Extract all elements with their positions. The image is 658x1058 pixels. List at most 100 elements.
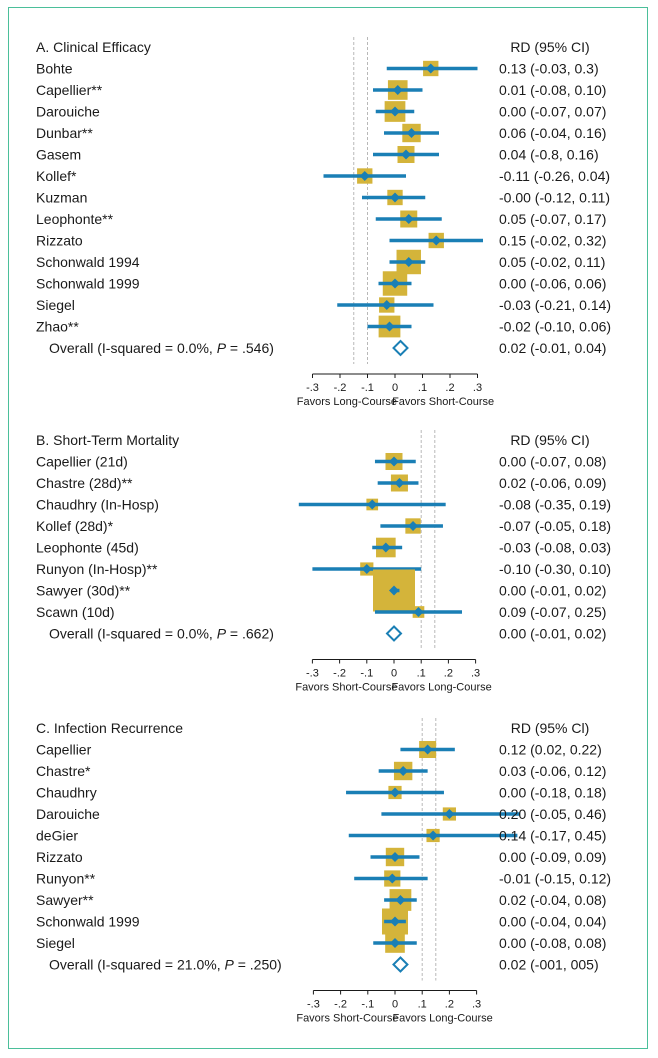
ci-column-header: RD (95% Cl) bbox=[511, 720, 590, 736]
study-ci-text: 0.00 (-0.08, 0.08) bbox=[499, 935, 606, 951]
right-axis-caption: Favors Long-Course bbox=[391, 682, 491, 694]
study-ci-text: 0.15 (-0.02, 0.32) bbox=[499, 233, 606, 249]
right-axis-caption: Favors Long-Course bbox=[392, 1013, 492, 1025]
study-label: Sawyer** bbox=[36, 892, 94, 908]
study-point-marker bbox=[390, 787, 400, 798]
study-label: Siegel bbox=[36, 297, 75, 313]
overall-ci-text: 0.02 (-001, 005) bbox=[499, 957, 599, 973]
overall-label: Overall (I-squared = 0.0%, P = .546) bbox=[49, 340, 274, 356]
study-point-marker bbox=[380, 542, 391, 553]
overall-diamond bbox=[385, 625, 403, 642]
ci-column-header: RD (95% CI) bbox=[510, 39, 589, 55]
study-label: Sawyer (30d)** bbox=[36, 583, 131, 599]
study-ci-text: 0.20 (-0.05, 0.46) bbox=[499, 806, 606, 822]
study-label: Rizzato bbox=[36, 849, 83, 865]
study-label: Scawn (10d) bbox=[36, 604, 115, 620]
study-ci-text: -0.01 (-0.15, 0.12) bbox=[499, 871, 611, 887]
x-tick-label: 0 bbox=[391, 668, 397, 680]
study-ci-text: 0.00 (-0.04, 0.04) bbox=[499, 914, 606, 930]
x-tick-label: .1 bbox=[418, 382, 427, 394]
study-point-marker bbox=[387, 873, 398, 884]
study-label: Chastre (28d)** bbox=[36, 475, 133, 491]
study-ci-text: -0.03 (-0.21, 0.14) bbox=[499, 297, 611, 313]
study-ci-text: -0.11 (-0.26, 0.04) bbox=[499, 168, 610, 184]
x-tick-label: .1 bbox=[418, 999, 427, 1011]
study-label: Runyon** bbox=[36, 871, 96, 887]
study-point-marker bbox=[390, 278, 400, 289]
left-axis-caption: Favors Short-Course bbox=[295, 682, 397, 694]
study-point-marker bbox=[389, 456, 399, 467]
study-label: Chaudhry bbox=[36, 785, 97, 801]
panel-title: C. Infection Recurrence bbox=[36, 720, 183, 736]
x-tick-label: .3 bbox=[471, 668, 480, 680]
panel-title: B. Short-Term Mortality bbox=[36, 432, 179, 448]
study-label: Darouiche bbox=[36, 806, 100, 822]
study-label: Kollef (28d)* bbox=[36, 518, 114, 534]
study-ci-text: -0.08 (-0.35, 0.19) bbox=[499, 497, 611, 513]
panel-2: B. Short-Term Mortality RD (95% CI) Capell… bbox=[36, 430, 611, 694]
study-ci-text: 0.00 (-0.07, 0.07) bbox=[499, 104, 606, 120]
study-label: Kuzman bbox=[36, 190, 87, 206]
study-point-marker bbox=[395, 895, 406, 905]
study-point-marker bbox=[381, 300, 392, 310]
study-point-marker bbox=[392, 85, 403, 95]
study-label: Darouiche bbox=[36, 104, 100, 120]
panel-3: C. Infection Recurrence RD (95% Cl) Capell… bbox=[36, 718, 611, 1025]
x-tick-label: .1 bbox=[417, 668, 426, 680]
study-ci-text: 0.04 (-0.8, 0.16) bbox=[499, 147, 599, 163]
study-label: Schonwald 1994 bbox=[36, 254, 140, 270]
study-label: Capellier** bbox=[36, 82, 103, 98]
study-label: Schonwald 1999 bbox=[36, 276, 140, 292]
study-ci-text: 0.02 (-0.04, 0.08) bbox=[499, 892, 606, 908]
study-label: Rizzato bbox=[36, 233, 83, 249]
study-label: Zhao** bbox=[36, 319, 79, 335]
study-point-marker bbox=[428, 830, 439, 841]
x-tick-label: -.1 bbox=[360, 668, 373, 680]
study-ci-text: -0.10 (-0.30, 0.10) bbox=[499, 561, 611, 577]
study-ci-text: 0.06 (-0.04, 0.16) bbox=[499, 125, 606, 141]
x-tick-label: 0 bbox=[392, 999, 398, 1011]
x-tick-label: -.1 bbox=[361, 999, 374, 1011]
study-ci-text: 0.14 (-0.17, 0.45) bbox=[499, 828, 606, 844]
study-ci-text: 0.00 (-0.09, 0.09) bbox=[499, 849, 606, 865]
left-axis-caption: Favors Short-Course bbox=[296, 1013, 398, 1025]
study-label: Chaudhry (In-Hosp) bbox=[36, 497, 159, 513]
study-ci-text: 0.05 (-0.07, 0.17) bbox=[499, 211, 606, 227]
study-point-marker bbox=[384, 321, 395, 332]
overall-diamond bbox=[392, 339, 409, 357]
study-ci-text: 0.12 (0.02, 0.22) bbox=[499, 742, 602, 758]
ci-column-header: RD (95% CI) bbox=[510, 432, 589, 448]
right-axis-caption: Favors Short-Course bbox=[392, 396, 494, 408]
panel-1: A. Clinical Efficacy RD (95% CI) Bohte 0.13… bbox=[36, 37, 611, 408]
study-point-marker bbox=[431, 235, 442, 246]
overall-label: Overall (I-squared = 21.0%, P = .250) bbox=[49, 957, 282, 973]
x-tick-label: .3 bbox=[473, 382, 482, 394]
x-tick-label: -.2 bbox=[334, 999, 347, 1011]
study-point-marker bbox=[390, 106, 400, 117]
study-label: Leophonte (45d) bbox=[36, 540, 139, 556]
study-label: deGier bbox=[36, 828, 78, 844]
study-label: Bohte bbox=[36, 61, 73, 77]
study-point-marker bbox=[359, 171, 370, 181]
study-ci-text: -0.03 (-0.08, 0.03) bbox=[499, 540, 611, 556]
study-point-marker bbox=[390, 938, 400, 948]
study-point-marker bbox=[390, 916, 400, 927]
study-label: Kollef* bbox=[36, 168, 77, 184]
study-label: Runyon (In-Hosp)** bbox=[36, 561, 158, 577]
x-tick-label: -.3 bbox=[307, 999, 320, 1011]
figure-frame bbox=[8, 7, 648, 1049]
study-label: Gasem bbox=[36, 147, 81, 163]
study-label: Siegel bbox=[36, 935, 75, 951]
overall-ci-text: 0.02 (-0.01, 0.04) bbox=[499, 340, 606, 356]
x-tick-label: -.3 bbox=[306, 382, 319, 394]
x-tick-label: -.3 bbox=[306, 668, 319, 680]
study-point-marker bbox=[390, 192, 400, 203]
x-tick-label: .3 bbox=[472, 999, 481, 1011]
study-point-marker bbox=[403, 214, 414, 224]
left-axis-caption: Favors Long-Course bbox=[297, 396, 397, 408]
study-ci-text: 0.01 (-0.08, 0.10) bbox=[499, 82, 606, 98]
study-label: Capellier bbox=[36, 742, 92, 758]
x-tick-label: -.1 bbox=[361, 382, 374, 394]
study-point-marker bbox=[422, 744, 433, 755]
